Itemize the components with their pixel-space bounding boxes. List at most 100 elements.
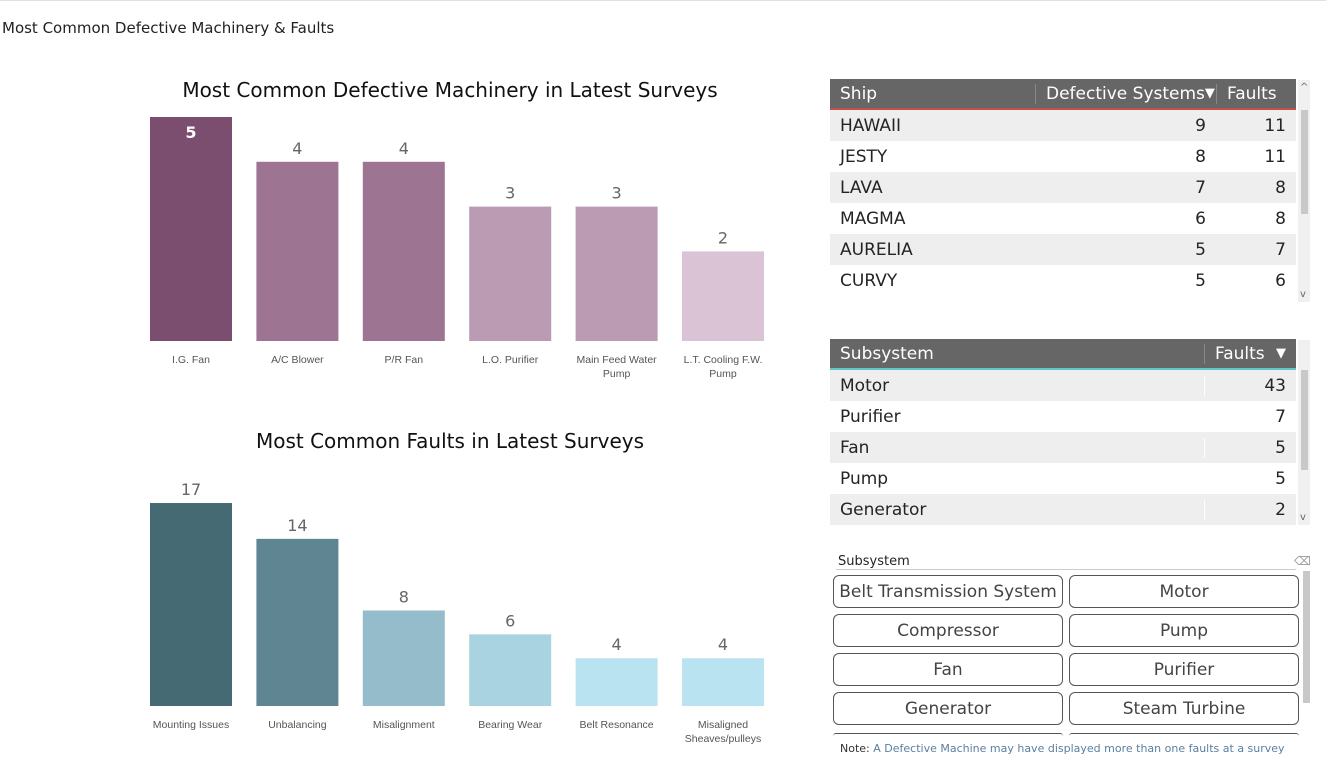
- eraser-icon[interactable]: ⌫: [1294, 554, 1311, 568]
- category-label: Belt Resonance: [580, 719, 654, 731]
- data-label: 6: [505, 611, 515, 630]
- slicer-option[interactable]: Purifier: [1069, 653, 1299, 686]
- cell-name: LAVA: [840, 177, 883, 198]
- cell-name: Motor: [840, 375, 890, 396]
- ship-table: Ship Defective Systems ▼ Faults HAWAII 9 11…: [830, 79, 1296, 296]
- bar[interactable]: [682, 658, 764, 706]
- bar[interactable]: [469, 206, 552, 341]
- chart-title-machinery: Most Common Defective Machinery in Lates…: [182, 78, 718, 102]
- table-row[interactable]: HAWAII 9 11: [830, 110, 1296, 141]
- scroll-down-icon[interactable]: v: [1300, 289, 1306, 300]
- header-ship[interactable]: Ship: [840, 83, 878, 104]
- page-title: Most Common Defective Machinery & Faults: [2, 19, 335, 37]
- bar[interactable]: [256, 161, 339, 341]
- table-row[interactable]: CURVY 5 6: [830, 265, 1296, 296]
- scroll-thumb[interactable]: [1303, 571, 1310, 703]
- scroll-thumb[interactable]: [1301, 370, 1308, 470]
- sort-desc-icon: ▼: [1204, 86, 1215, 101]
- header-defective-systems[interactable]: Defective Systems ▼: [1035, 83, 1216, 104]
- cell-value: 7: [1195, 177, 1206, 198]
- cell-value: 5: [1195, 270, 1206, 291]
- cell-value: 8: [1275, 208, 1286, 229]
- note: Note: A Defective Machine may have displ…: [840, 742, 1285, 755]
- slicer-option[interactable]: Generator: [833, 692, 1063, 725]
- slicer-title: Subsystem: [838, 554, 910, 569]
- table-row[interactable]: LAVA 7 8: [830, 172, 1296, 203]
- cell-value: 6: [1275, 270, 1286, 291]
- subsystem-table-scrollbar[interactable]: v: [1298, 340, 1310, 525]
- slicer-scrollbar[interactable]: [1300, 571, 1312, 736]
- cell-value: 7: [1204, 406, 1296, 427]
- header-label: Defective Systems: [1046, 83, 1205, 104]
- slicer-option[interactable]: Compressor: [833, 614, 1063, 647]
- subsystem-table: Subsystem Faults ▼ Motor 43 Purifier 7 Fan 5 Pu…: [830, 339, 1296, 525]
- slicer-option[interactable]: Steam Turbine: [1069, 692, 1299, 725]
- table-row[interactable]: Fan 5: [830, 432, 1296, 463]
- cell-value: 11: [1264, 115, 1286, 136]
- bar[interactable]: [150, 503, 232, 706]
- category-label: L.O. Purifier: [482, 354, 539, 366]
- table-row[interactable]: MAGMA 6 8: [830, 203, 1296, 234]
- header-faults[interactable]: Faults: [1216, 83, 1296, 104]
- scroll-up-icon[interactable]: ^: [1300, 82, 1309, 93]
- table-row[interactable]: Purifier 7: [830, 401, 1296, 432]
- table-row[interactable]: Generator 2: [830, 494, 1296, 525]
- scroll-down-icon[interactable]: v: [1300, 512, 1306, 523]
- chart-title-faults: Most Common Faults in Latest Surveys: [255, 429, 645, 453]
- bar[interactable]: [469, 634, 552, 706]
- cell-name: JESTY: [840, 146, 888, 167]
- data-label: 5: [185, 123, 196, 142]
- bar[interactable]: [150, 117, 232, 341]
- slicer-divider: [836, 569, 1296, 570]
- table-header: Subsystem Faults ▼: [830, 339, 1296, 370]
- table-row[interactable]: JESTY 8 11: [830, 141, 1296, 172]
- cell-name: MAGMA: [840, 208, 906, 229]
- bar[interactable]: [362, 610, 445, 706]
- bar[interactable]: [575, 206, 658, 341]
- bar[interactable]: [575, 658, 658, 706]
- bar[interactable]: [682, 251, 764, 341]
- header-faults[interactable]: Faults ▼: [1204, 343, 1296, 364]
- category-label: Bearing Wear: [478, 719, 543, 731]
- data-label: 8: [399, 587, 409, 606]
- slicer-option[interactable]: Belt Transmission System: [833, 575, 1063, 608]
- bar[interactable]: [256, 538, 339, 706]
- cell-value: 11: [1264, 146, 1286, 167]
- cell-name: CURVY: [840, 270, 898, 291]
- table-row[interactable]: AURELIA 5 7: [830, 234, 1296, 265]
- slicer-option[interactable]: Pump: [1069, 614, 1299, 647]
- cell-name: HAWAII: [840, 115, 902, 136]
- slicer-option[interactable]: Fan: [833, 653, 1063, 686]
- category-label: Mounting Issues: [153, 719, 229, 731]
- cell-value: 7: [1275, 239, 1286, 260]
- note-text: A Defective Machine may have displayed m…: [873, 742, 1285, 755]
- data-label: 4: [612, 635, 622, 654]
- data-label: 4: [399, 139, 409, 158]
- cell-value: 2: [1204, 499, 1296, 520]
- scroll-thumb[interactable]: [1301, 110, 1308, 214]
- data-label: 4: [292, 139, 302, 158]
- category-label: P/R Fan: [385, 354, 424, 366]
- slicer-option[interactable]: Motor: [1069, 575, 1299, 608]
- sort-desc-icon: ▼: [1276, 346, 1286, 361]
- cell-name: Generator: [840, 499, 927, 520]
- data-label: 4: [718, 635, 728, 654]
- cell-value: 5: [1204, 437, 1296, 458]
- note-label: Note:: [840, 742, 870, 755]
- data-label: 14: [287, 516, 307, 535]
- cell-value: 8: [1195, 146, 1206, 167]
- data-label: 2: [718, 228, 728, 247]
- category-label: L.T. Cooling F.W. Pump: [684, 354, 763, 380]
- ship-table-scrollbar[interactable]: ^ v: [1298, 80, 1310, 302]
- data-label: 3: [505, 184, 515, 203]
- header-label: Faults: [1215, 343, 1265, 364]
- cell-name: Fan: [840, 437, 870, 458]
- cell-value: 43: [1204, 375, 1296, 396]
- bar[interactable]: [362, 161, 445, 341]
- data-label: 17: [181, 480, 201, 499]
- table-row[interactable]: Pump 5: [830, 463, 1296, 494]
- top-divider: [0, 0, 1326, 1]
- table-row[interactable]: Motor 43: [830, 370, 1296, 401]
- header-subsystem[interactable]: Subsystem: [840, 343, 934, 364]
- cell-name: Pump: [840, 468, 889, 489]
